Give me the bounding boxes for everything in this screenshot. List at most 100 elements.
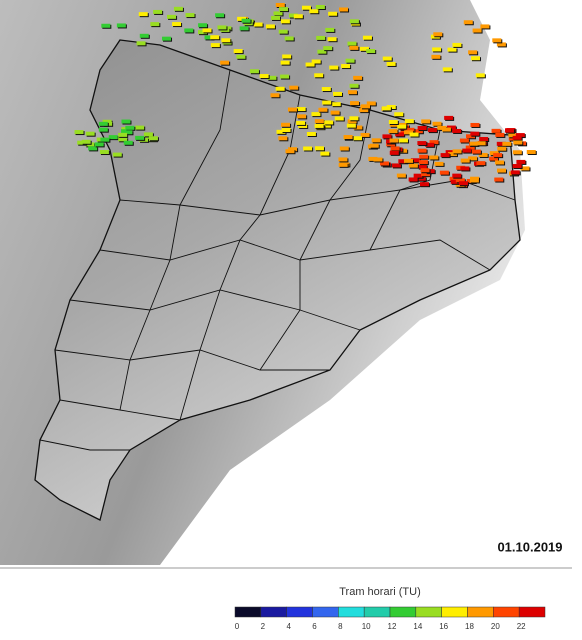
strike: [118, 137, 128, 142]
legend-swatch: [338, 606, 365, 618]
legend-title: Tram horari (TU): [339, 586, 420, 598]
strike: [301, 5, 311, 10]
strike: [513, 140, 523, 145]
strike: [458, 181, 468, 186]
strike: [398, 159, 408, 164]
strike: [162, 36, 172, 41]
strike: [101, 23, 111, 28]
strike: [388, 120, 398, 125]
legend-swatch: [260, 606, 287, 618]
legend-tick-label: 18: [465, 622, 474, 631]
strike: [361, 104, 371, 109]
strike: [210, 43, 220, 48]
strike: [311, 59, 321, 64]
strike: [470, 131, 480, 136]
sea: [160, 0, 572, 565]
strike: [460, 158, 470, 163]
strike: [496, 141, 506, 146]
strike: [460, 166, 470, 171]
strike: [472, 28, 482, 33]
strike: [265, 24, 275, 29]
strike: [270, 93, 280, 98]
legend-tick-label: 20: [491, 622, 500, 631]
strike: [275, 3, 285, 7]
strike: [311, 112, 321, 117]
strike: [341, 64, 351, 69]
strike: [388, 129, 398, 134]
strike: [303, 146, 313, 151]
strike: [359, 46, 369, 51]
strike: [429, 140, 439, 145]
strike: [429, 155, 439, 160]
lightning-strikes: [74, 3, 537, 189]
strike: [510, 170, 520, 175]
strike: [136, 41, 146, 46]
strike: [316, 35, 326, 40]
strike: [496, 42, 506, 47]
strike: [287, 107, 297, 112]
strike: [338, 162, 348, 167]
strike: [123, 140, 133, 145]
strike: [331, 102, 341, 107]
strike: [381, 106, 391, 111]
strike: [508, 133, 518, 138]
strike: [410, 158, 420, 163]
strike: [249, 69, 259, 74]
strike: [281, 122, 291, 127]
strike: [420, 168, 430, 173]
strike: [239, 26, 249, 31]
strike: [459, 138, 469, 143]
strike: [343, 135, 353, 140]
strike: [320, 151, 330, 156]
map-date: 01.10.2019: [497, 539, 562, 554]
strike: [328, 11, 338, 16]
strike: [338, 157, 348, 162]
strike: [276, 129, 286, 134]
strike: [413, 129, 423, 134]
strike: [306, 131, 316, 136]
strike: [318, 107, 328, 112]
strike: [452, 128, 462, 133]
strike: [417, 148, 427, 153]
strike: [417, 141, 427, 146]
legend-tick-label: 16: [439, 622, 448, 631]
legend-swatch: [441, 606, 468, 618]
strike: [280, 74, 290, 79]
strike: [366, 101, 376, 106]
strike: [476, 141, 486, 146]
strike: [314, 73, 324, 78]
strike: [215, 13, 225, 18]
legend-swatch: [415, 606, 442, 618]
strike: [495, 132, 505, 137]
strike: [116, 23, 126, 28]
strike: [419, 154, 429, 159]
strike: [439, 170, 449, 175]
strike: [413, 173, 423, 178]
strike: [220, 60, 230, 65]
strike: [173, 6, 183, 11]
strike: [440, 153, 450, 158]
strike: [466, 134, 476, 139]
strike: [305, 62, 315, 67]
strike: [98, 121, 108, 126]
strike: [278, 136, 288, 141]
strike: [345, 58, 355, 63]
strike: [409, 132, 419, 137]
strike: [349, 19, 359, 24]
strike: [74, 130, 84, 135]
strike: [404, 119, 414, 124]
strike: [285, 149, 295, 154]
strike: [353, 125, 363, 130]
strike: [369, 143, 379, 148]
strike: [427, 128, 437, 133]
strike: [520, 166, 530, 171]
strike: [353, 75, 363, 80]
strike: [296, 120, 306, 125]
strike: [138, 12, 148, 17]
strike: [323, 46, 333, 51]
strike: [273, 11, 283, 16]
strike: [450, 179, 460, 184]
strike: [495, 160, 505, 165]
strike: [118, 132, 128, 137]
strike: [362, 35, 372, 40]
